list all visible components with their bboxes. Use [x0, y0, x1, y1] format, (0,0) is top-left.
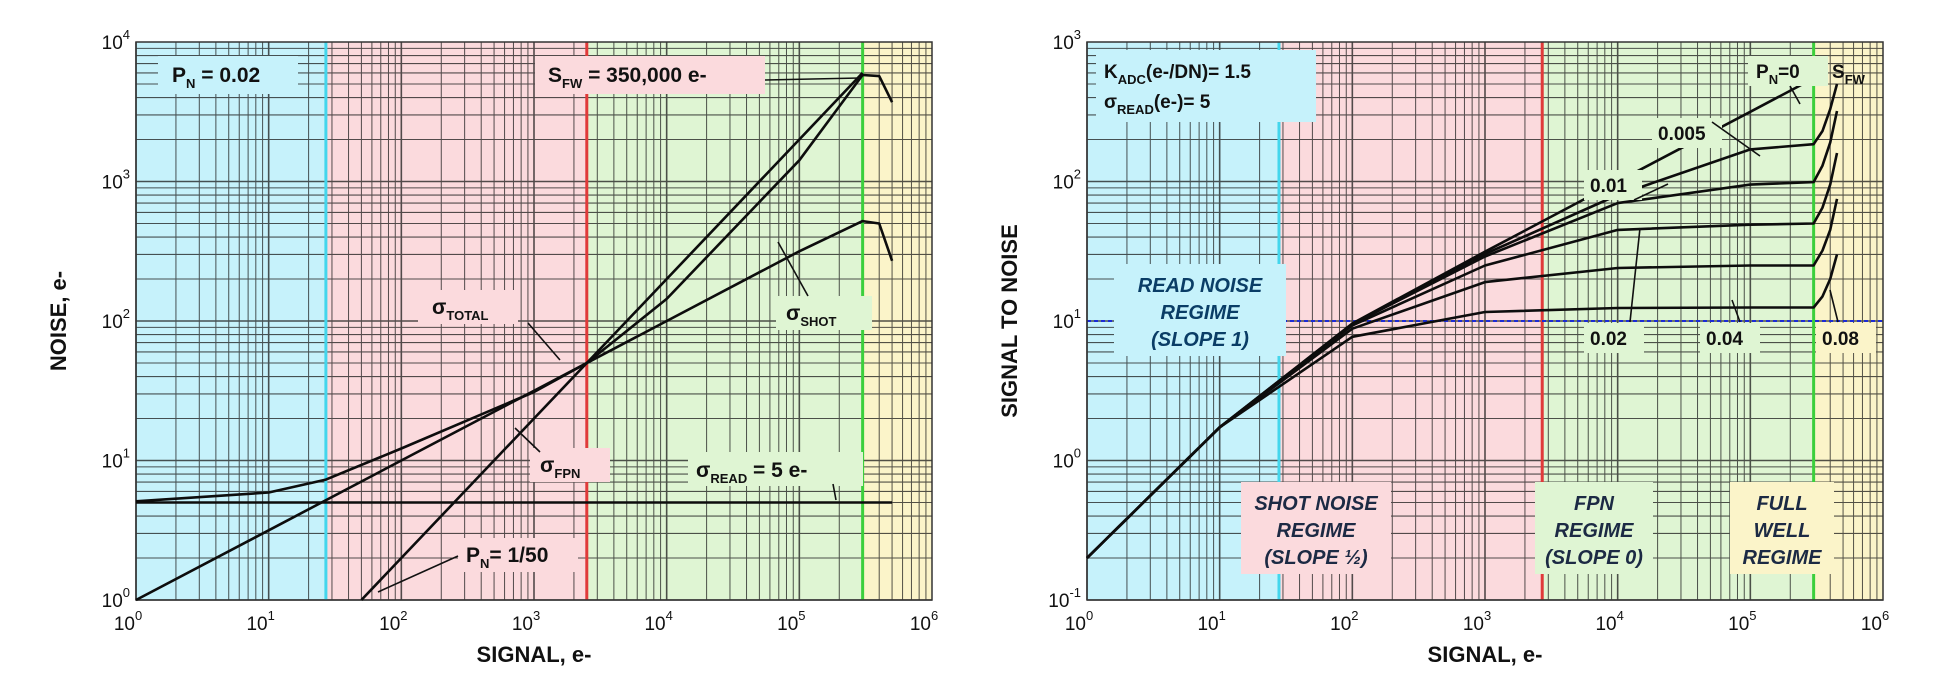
label-bg	[458, 538, 578, 572]
x-tick-label: 106	[1861, 608, 1889, 635]
pn-label: PN = 0.02	[172, 64, 260, 91]
snr-chart: 100 101 102 103 104 105 10610-1100101102103SIG…	[997, 27, 1889, 667]
x-axis-title: SIGNAL, e-	[1428, 642, 1543, 667]
leader-line	[832, 483, 837, 501]
label-bg	[1700, 323, 1760, 353]
sigma-total-label: σTOTAL	[432, 296, 489, 323]
series-line	[360, 72, 864, 601]
leader-line	[1633, 183, 1669, 201]
leader-line	[777, 241, 809, 297]
label-bg	[688, 452, 863, 486]
sigma-fpn-label: σFPN	[540, 454, 580, 481]
regime-label: FULL	[1756, 493, 1807, 515]
x-tick-label: 104	[1595, 608, 1623, 635]
curve-label-c01: 0.01	[1590, 176, 1627, 197]
curve-label-c005: 0.005	[1658, 124, 1706, 145]
y-tick-label: 100	[1053, 446, 1081, 473]
y-tick-label: 104	[102, 27, 130, 54]
regime-label: WELL	[1754, 520, 1811, 542]
sigma-read-label: σREAD(e-)= 5	[1104, 92, 1211, 117]
regime-label: REGIME	[1743, 547, 1823, 569]
label-bg	[1535, 482, 1653, 574]
x-tick-label: 103	[512, 608, 540, 635]
regime-label: SHOT NOISE	[1254, 493, 1378, 515]
x-tick-label: 100	[1065, 608, 1093, 635]
y-tick-label: 103	[102, 167, 130, 194]
regime-label: REGIME	[1161, 302, 1241, 324]
label-bg	[1096, 50, 1316, 122]
label-bg	[1114, 264, 1286, 356]
regime-label: (SLOPE 1)	[1151, 329, 1249, 351]
y-axis-title: SIGNAL TO NOISE	[997, 224, 1022, 418]
label-bg	[1816, 323, 1876, 353]
x-tick-label: 106	[910, 608, 938, 635]
curve-label-c08: 0.08	[1822, 329, 1859, 350]
label-bg	[1652, 118, 1722, 148]
x-axis-title: SIGNAL, e-	[477, 642, 592, 667]
leader-line	[527, 322, 561, 361]
leader-line	[377, 555, 459, 593]
x-tick-label: 102	[379, 608, 407, 635]
y-tick-label: 103	[1053, 27, 1081, 54]
x-tick-label: 102	[1330, 608, 1358, 635]
y-tick-label: 100	[102, 585, 130, 612]
x-tick-label: 104	[644, 608, 672, 635]
regime-label: REGIME	[1555, 520, 1635, 542]
leader-line	[1789, 85, 1801, 105]
y-tick-label: 102	[1053, 167, 1081, 194]
leader-line	[1629, 227, 1641, 323]
regime-label: READ NOISE	[1138, 275, 1263, 297]
curve-label-c04: 0.04	[1706, 329, 1743, 350]
y-tick-label: 101	[102, 446, 130, 473]
series-line	[1086, 254, 1839, 559]
kadc-label: KADC(e-/DN)= 1.5	[1104, 62, 1251, 87]
label-bg	[1584, 323, 1644, 353]
pn-fpn-label: PN= 1/50	[466, 544, 548, 571]
x-tick-label: 105	[777, 608, 805, 635]
x-tick-label: 101	[246, 608, 274, 635]
label-bg	[158, 56, 298, 94]
y-axis-title: NOISE, e-	[46, 271, 71, 371]
leader-line	[764, 77, 861, 81]
x-tick-label: 101	[1197, 608, 1225, 635]
leader-line	[1731, 299, 1741, 323]
regime-label: (SLOPE 0)	[1545, 547, 1643, 569]
pn0-label: PN=0	[1756, 62, 1800, 87]
sfw-label: SFW	[1832, 62, 1866, 87]
leader-line	[1711, 121, 1761, 157]
sfw-label: SFW = 350,000 e-	[548, 64, 707, 91]
x-tick-label: 103	[1463, 608, 1491, 635]
sigma-read-label: σREAD = 5 e-	[696, 459, 807, 486]
leader-line	[1829, 289, 1839, 323]
series-line	[1086, 198, 1839, 559]
label-bg	[776, 296, 872, 330]
label-bg	[418, 290, 518, 324]
label-bg	[1241, 482, 1391, 574]
plot-frame	[1086, 41, 1884, 601]
y-tick-label: 102	[102, 306, 130, 333]
label-bg	[535, 56, 765, 94]
noise-chart: 100 101 102 103 104 105 106 100 101 102 103 104 SIGN…	[46, 27, 938, 667]
y-tick-label: 10-1	[1048, 585, 1081, 612]
regime-label: REGIME	[1277, 520, 1357, 542]
leader-line	[514, 427, 541, 453]
x-tick-label: 100	[114, 608, 142, 635]
series-line	[1086, 152, 1839, 559]
sigma-shot-label: σSHOT	[786, 302, 837, 329]
label-bg	[530, 448, 610, 482]
x-tick-label: 105	[1728, 608, 1756, 635]
curve-label-c02: 0.02	[1590, 329, 1627, 350]
label-bg	[1748, 56, 1828, 86]
regime-label: (SLOPE ½)	[1264, 547, 1368, 569]
y-tick-label: 101	[1053, 306, 1081, 333]
series-line	[135, 219, 894, 602]
regime-label: FPN	[1574, 493, 1615, 515]
label-bg	[1584, 170, 1642, 200]
plot-frame	[135, 41, 933, 601]
label-bg	[1730, 482, 1834, 574]
